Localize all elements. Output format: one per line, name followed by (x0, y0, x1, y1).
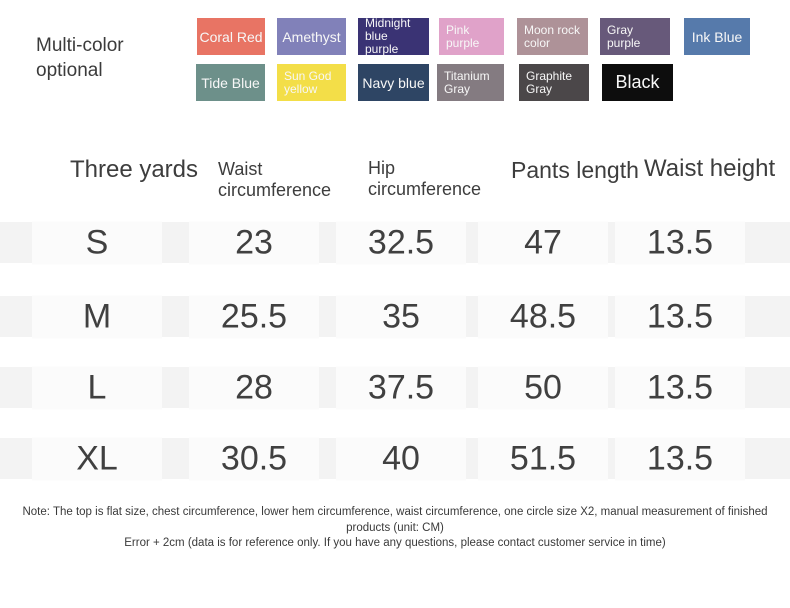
size-row-l: L 28 37.5 50 13.5 (0, 366, 790, 409)
swatch-moon-rock: Moon rock color (517, 18, 588, 55)
cell-hip: 40 (336, 437, 466, 480)
cell-pants-length: 50 (478, 366, 608, 409)
swatch-sun-god-yellow: Sun God yellow (277, 64, 346, 101)
section-title: Multi-color optional (36, 35, 124, 81)
note-measurement: Note: The top is flat size, chest circum… (22, 506, 768, 534)
size-row-s: S 23 32.5 47 13.5 (0, 221, 790, 264)
swatch-gray-purple: Gray purple (600, 18, 670, 55)
swatch-label: Pink purple (446, 22, 480, 50)
swatch-label: Gray purple (607, 22, 641, 50)
swatch-pink-purple: Pink purple (439, 18, 504, 55)
swatch-tide-blue: Tide Blue (196, 64, 265, 101)
swatch-amethyst: Amethyst (277, 18, 346, 55)
swatch-graphite-gray: Graphite Gray (519, 64, 589, 101)
cell-hip: 35 (336, 295, 466, 338)
swatch-midnight-blue-purple: Midnight blue purple (358, 18, 429, 55)
swatch-label: Graphite Gray (526, 68, 573, 96)
swatch-label: Navy blue (362, 74, 425, 91)
cell-pants-length: 51.5 (478, 437, 608, 480)
cell-waist-height: 13.5 (615, 437, 745, 480)
cell-size: S (32, 221, 162, 264)
swatch-label: Amethyst (282, 28, 341, 45)
swatch-coral-red: Coral Red (197, 18, 265, 55)
size-row-m: M 25.5 35 48.5 13.5 (0, 295, 790, 338)
cell-waist: 28 (189, 366, 319, 409)
swatch-label: Coral Red (199, 28, 263, 45)
note-error: Error + 2cm (data is for reference only.… (124, 537, 666, 549)
cell-waist-height: 13.5 (615, 366, 745, 409)
swatch-label: Ink Blue (691, 28, 743, 45)
col-header-waist-height: Waist height (644, 155, 776, 182)
swatch-label: Moon rock color (524, 22, 581, 50)
swatch-label: Titanium Gray (444, 68, 490, 96)
swatch-label: Black (615, 72, 660, 92)
cell-hip: 37.5 (336, 366, 466, 409)
cell-waist: 30.5 (189, 437, 319, 480)
swatch-navy-blue: Navy blue (358, 64, 429, 101)
cell-waist: 25.5 (189, 295, 319, 338)
col-header-pants-length: Pants length (511, 157, 639, 183)
swatch-titanium-gray: Titanium Gray (437, 64, 504, 101)
cell-pants-length: 47 (478, 221, 608, 264)
swatch-ink-blue: Ink Blue (684, 18, 750, 55)
swatch-black: Black (602, 64, 673, 101)
swatch-label: Midnight blue purple (365, 18, 411, 55)
cell-waist-height: 13.5 (615, 221, 745, 264)
col-header-hip: Hip circumference (368, 158, 482, 199)
cell-size: XL (32, 437, 162, 480)
swatch-label: Tide Blue (201, 74, 260, 91)
col-header-waist: Waist circumference (218, 159, 332, 200)
cell-size: L (32, 366, 162, 409)
cell-size: M (32, 295, 162, 338)
cell-waist: 23 (189, 221, 319, 264)
col-header-size: Three yards (69, 156, 199, 183)
cell-waist-height: 13.5 (615, 295, 745, 338)
size-row-xl: XL 30.5 40 51.5 13.5 (0, 437, 790, 480)
notes-block: Note: The top is flat size, chest circum… (0, 505, 790, 552)
swatch-label: Sun God yellow (284, 68, 332, 96)
cell-pants-length: 48.5 (478, 295, 608, 338)
cell-hip: 32.5 (336, 221, 466, 264)
